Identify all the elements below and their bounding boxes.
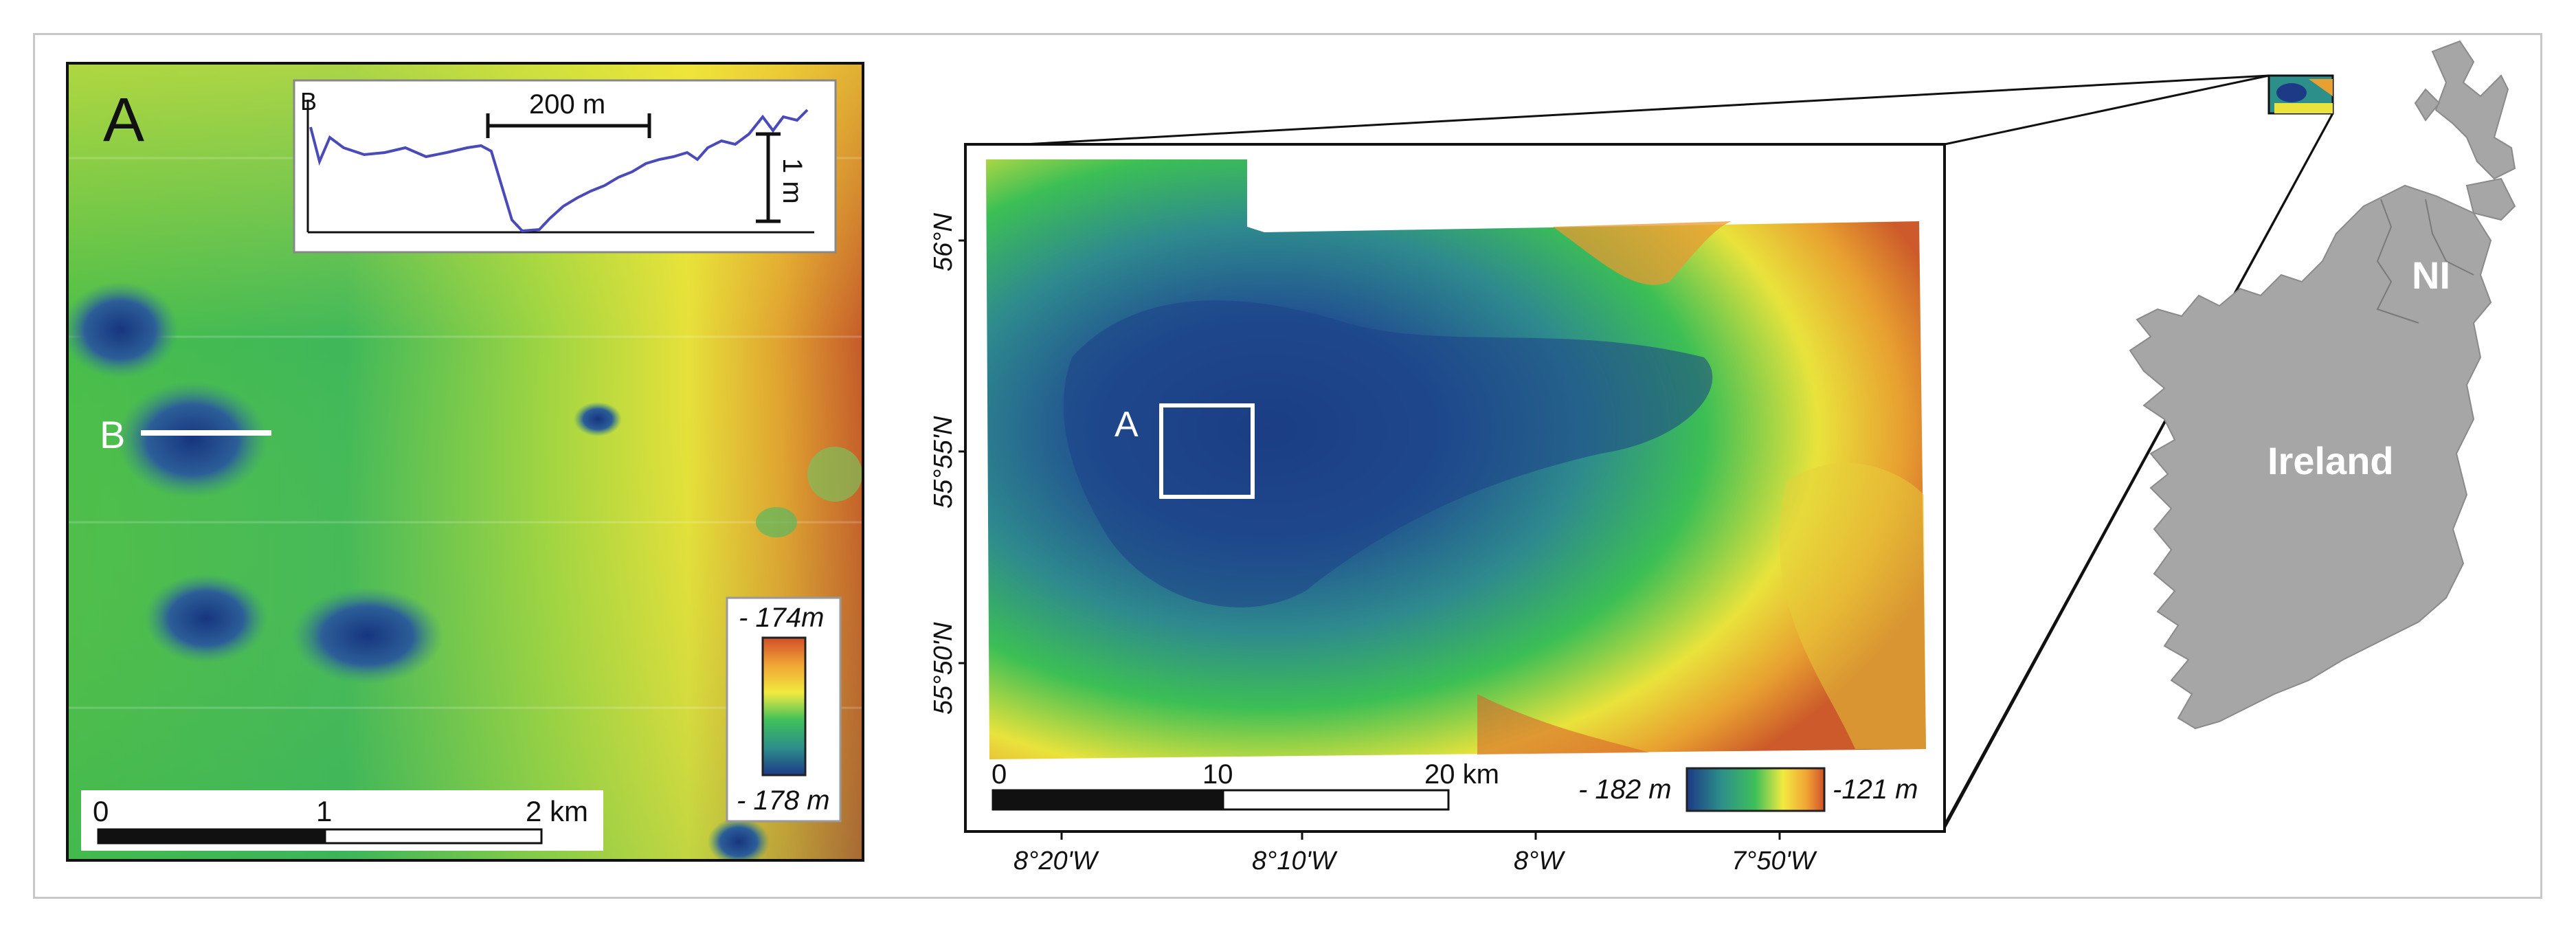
panel-a-letter: A	[103, 86, 144, 155]
main-panel	[959, 143, 1946, 840]
panel-a-legend	[726, 596, 842, 823]
scalebar-a-tick-0: 0	[93, 795, 109, 827]
scalebar-main-tick-0: 0	[992, 759, 1007, 790]
ni-label: NI	[2412, 254, 2450, 297]
pockmark	[144, 574, 268, 663]
main-legend-right-label: -121 m	[1833, 774, 1918, 805]
scalebar-a-tick-1: 1	[316, 795, 332, 827]
pockmark	[67, 282, 179, 378]
inset-letter: B	[300, 87, 317, 115]
scalebar-main-tick-2: 20 km	[1424, 759, 1499, 790]
profile-curve	[309, 109, 809, 233]
scalebar-main-tick-1: 10	[1202, 759, 1233, 790]
ireland-landmass	[2129, 184, 2492, 730]
lat-label-56n: 56°N	[929, 213, 958, 271]
inset-connector-lines	[1023, 74, 2334, 829]
profile-label: B	[100, 413, 125, 456]
basin-core	[1063, 300, 1713, 607]
scalebar-a-tick-2: 2 km	[526, 795, 588, 827]
pockmark	[117, 381, 268, 498]
lat-label-55-50n: 55°50'N	[929, 622, 958, 715]
legend-top-label: - 174m	[739, 603, 825, 633]
lon-label-8-20w: 8°20'W	[1013, 847, 1099, 875]
lon-label-7-50w: 7°50'W	[1732, 847, 1817, 875]
panel-a-scalebar	[81, 790, 603, 851]
extent-box-label: A	[1115, 405, 1139, 445]
lat-label-55-55n: 55°55'N	[929, 416, 958, 509]
ireland-map	[2129, 40, 2516, 730]
lon-label-8w: 8°W	[1514, 847, 1565, 875]
inset-horizontal-scale: 200 m	[529, 89, 605, 120]
legend-colorbar	[761, 636, 807, 777]
pockmark	[292, 588, 443, 684]
pockmark	[708, 818, 770, 860]
panel-a-extent-box	[1159, 403, 1255, 499]
inset-vertical-scale: 1 m	[777, 158, 807, 204]
location-inset-box	[2267, 74, 2334, 115]
main-legend-colorbar	[1685, 767, 1826, 812]
ireland-label: Ireland	[2267, 439, 2394, 482]
main-legend-left-label: - 182 m	[1578, 774, 1672, 805]
pockmark	[574, 402, 622, 436]
scotland-landmass	[2431, 40, 2516, 180]
profile-inset	[293, 79, 837, 254]
lon-label-8-10w: 8°10'W	[1252, 847, 1338, 875]
legend-bottom-label: - 178 m	[737, 785, 830, 816]
